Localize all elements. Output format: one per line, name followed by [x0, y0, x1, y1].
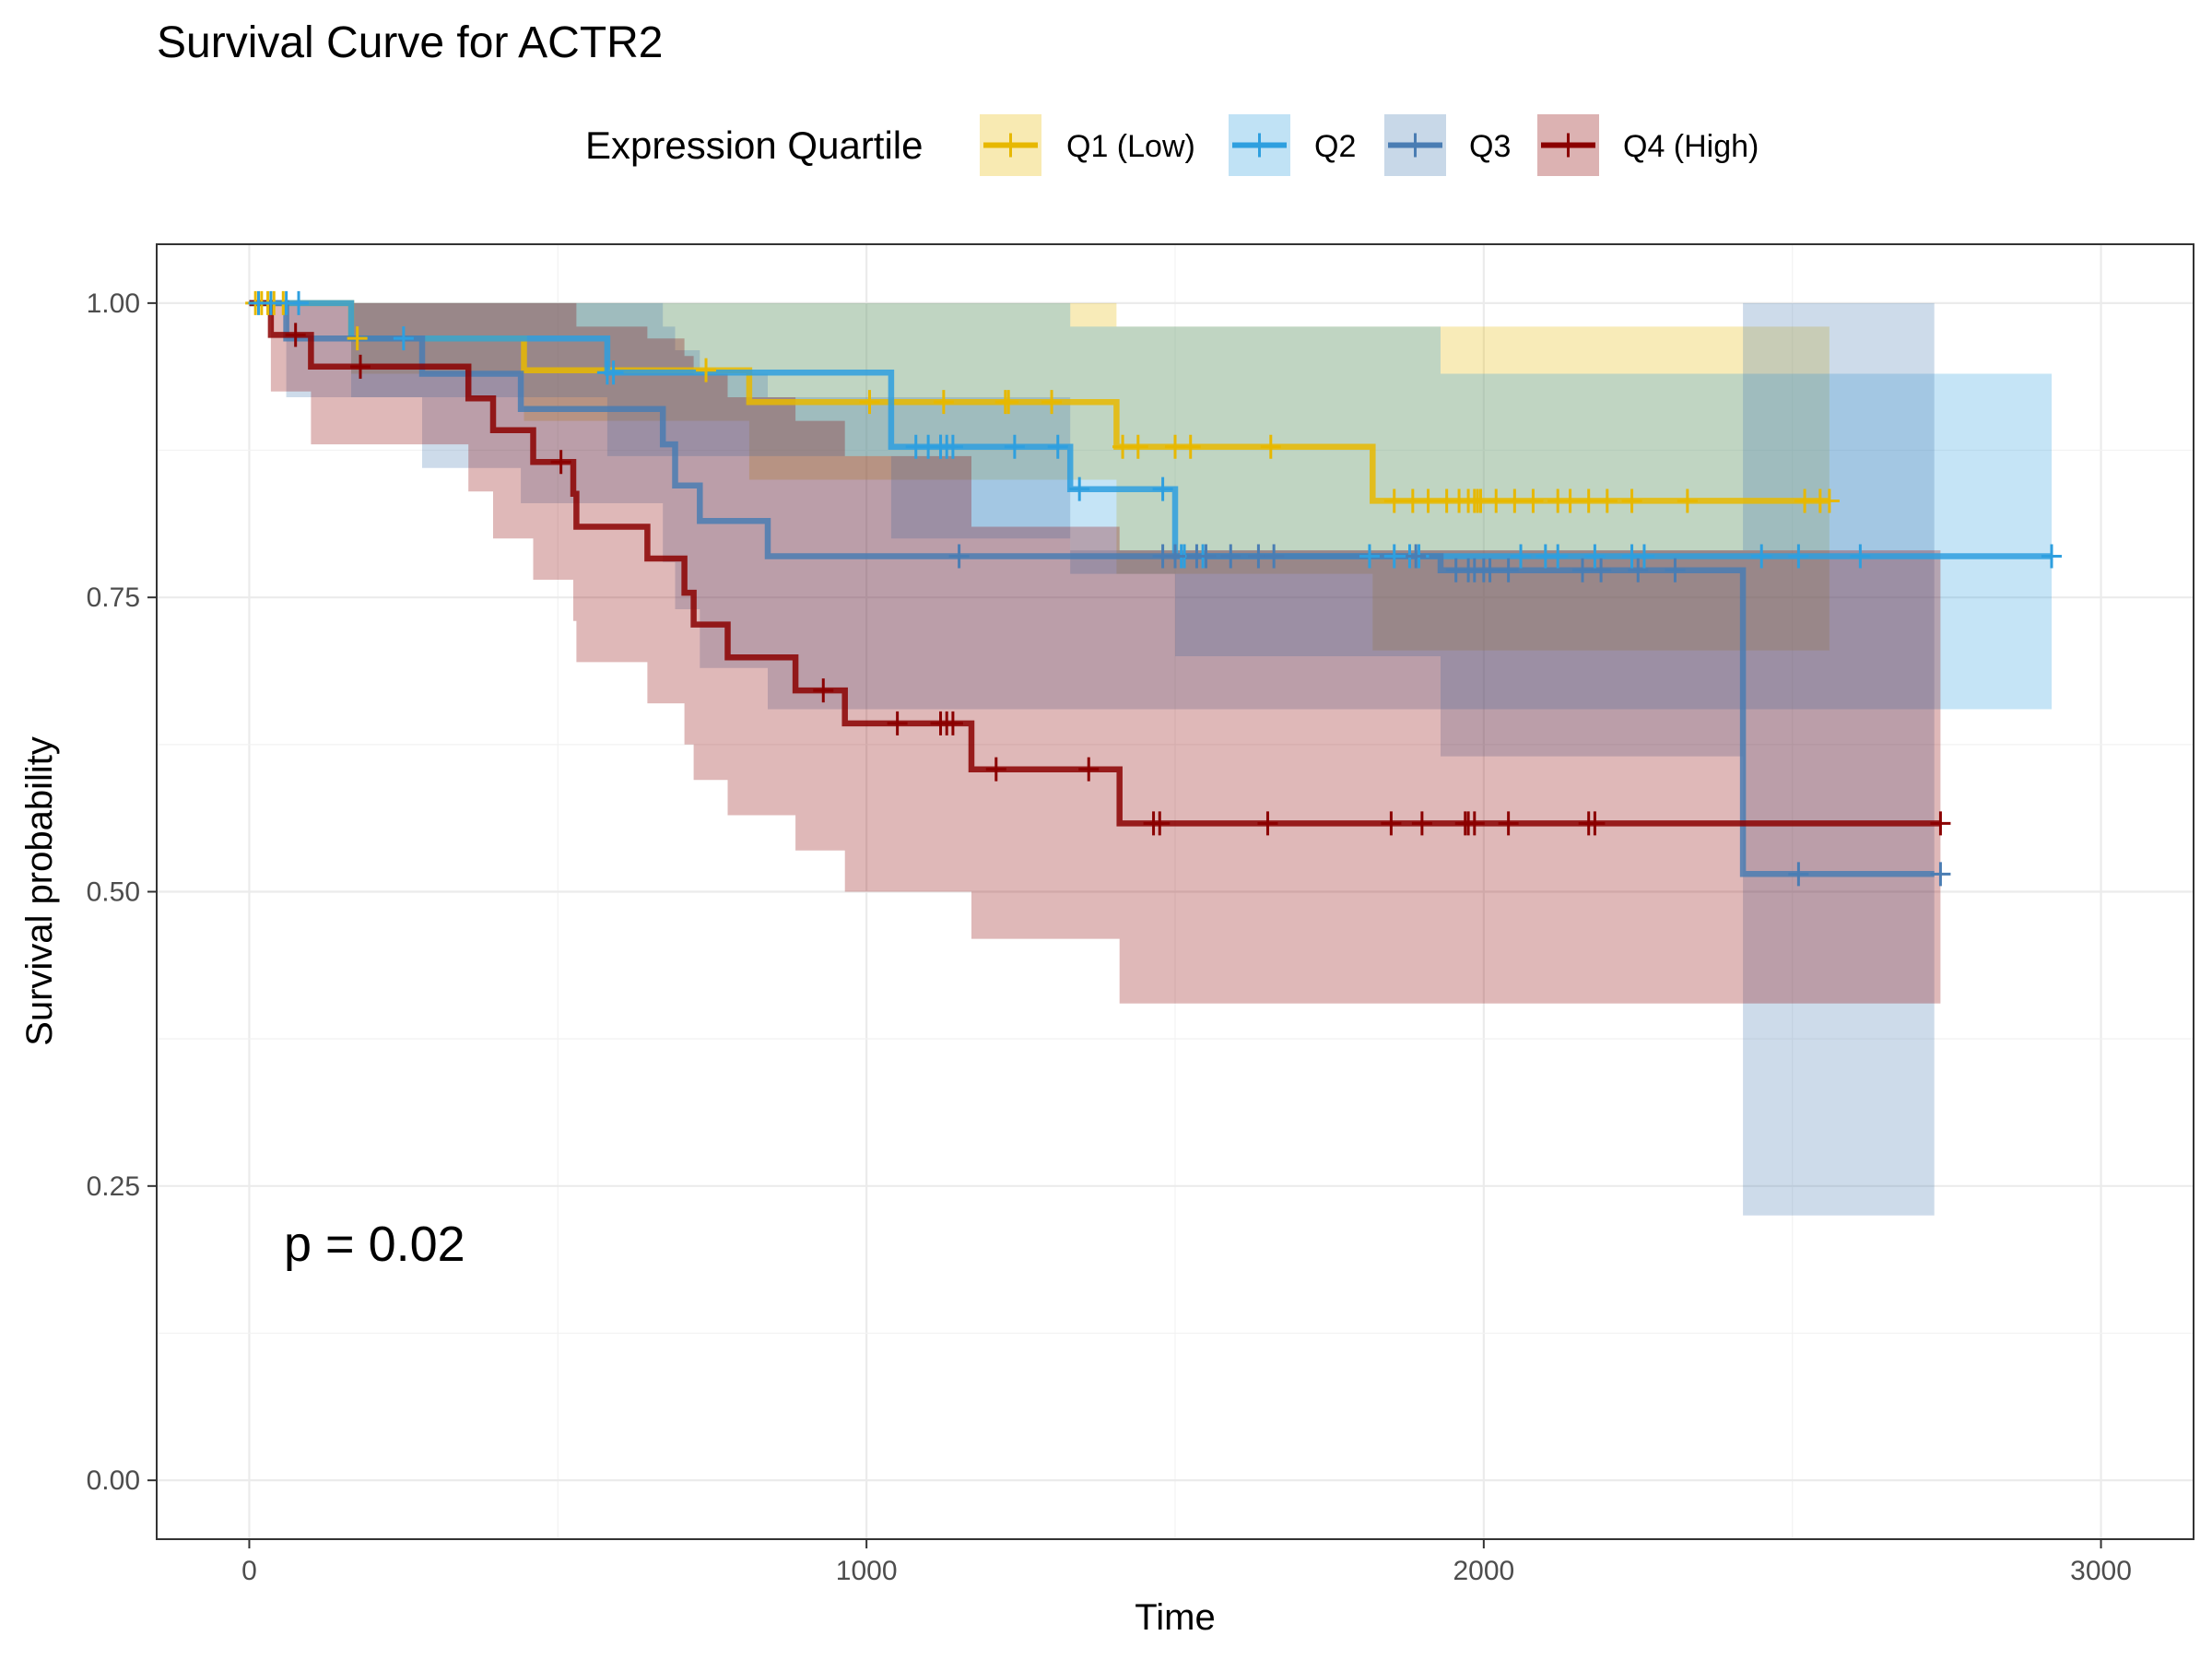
censor-mark-q2 [1359, 544, 1380, 569]
censor-mark-q1-low [1523, 488, 1544, 513]
x-axis-title: Time [1135, 1597, 1215, 1638]
censor-mark-q2 [1047, 434, 1068, 459]
censor-mark-q2 [2041, 544, 2062, 569]
confidence-bands [249, 302, 2052, 1216]
p-value-annotation: p = 0.02 [284, 1217, 465, 1272]
censor-mark-q4-high [350, 354, 371, 379]
censor-mark-q2 [393, 326, 414, 351]
censor-mark-q3 [1195, 544, 1217, 569]
censor-mark-q2 [1004, 434, 1025, 459]
legend-label-q4-high: Q4 (High) [1623, 129, 1759, 164]
censor-mark-q2 [1511, 544, 1532, 569]
censor-mark-q1-low [1596, 488, 1618, 513]
censor-mark-q1-low [1818, 488, 1840, 513]
confidence-band-q1-low [249, 302, 1830, 651]
y-tick-label: 0.25 [87, 1171, 140, 1202]
y-tick-label: 0.50 [87, 877, 140, 908]
censor-mark-q1-low [998, 390, 1019, 415]
censor-mark-q3 [1665, 558, 1686, 582]
censor-mark-q1-low [1559, 488, 1581, 513]
axes: 0 1000 2000 3000 0.00 0.25 0.50 0.75 1.00 [87, 288, 2132, 1586]
censor-mark-q1-low [859, 390, 880, 415]
censor-mark-q2 [936, 434, 958, 459]
censor-mark-q4-high [887, 711, 908, 735]
censor-mark-q2 [603, 360, 624, 385]
censor-mark-q2 [1633, 544, 1654, 569]
censor-mark-q3 [1479, 558, 1500, 582]
y-tick-label: 0.75 [87, 582, 140, 613]
censor-mark-q4-high [1078, 757, 1100, 782]
censor-mark-q4-high [1149, 811, 1171, 836]
censor-mark-q1-low [1504, 488, 1525, 513]
censor-mark-q4-high [1498, 811, 1519, 836]
censor-mark-q4-high [813, 678, 834, 703]
x-tick-label: 2000 [1453, 1556, 1514, 1586]
x-tick-label: 1000 [836, 1556, 898, 1586]
censor-mark-q3 [948, 544, 970, 569]
legend-label-q2: Q2 [1314, 129, 1356, 164]
legend-label-q3: Q3 [1469, 129, 1511, 164]
censor-mark-q2 [1069, 477, 1090, 501]
censor-mark-q2 [1788, 544, 1809, 569]
censor-mark-q4-high [1584, 811, 1606, 836]
censor-mark-q3 [1406, 544, 1427, 569]
x-tick-label: 3000 [2070, 1556, 2132, 1586]
legend-label-q1-low: Q1 (Low) [1066, 129, 1195, 164]
censor-mark-q2 [1584, 544, 1606, 569]
censor-mark-q3 [1591, 558, 1612, 582]
censor-mark-q1-low [1578, 488, 1599, 513]
censor-mark-q2 [1547, 544, 1569, 569]
censor-mark-q4-high [1381, 811, 1402, 836]
grid [157, 244, 2194, 1539]
censor-mark-q4-high [1257, 811, 1278, 836]
censor-mark-q4-high [1930, 811, 1951, 836]
censor-mark-q1-low [1041, 390, 1063, 415]
censor-mark-q3 [1572, 558, 1593, 582]
censor-mark-q4-high [1411, 811, 1432, 836]
survival-curve-q4-high [249, 300, 1941, 827]
censor-mark-q1-low [1677, 488, 1698, 513]
x-tick-label: 0 [241, 1556, 257, 1586]
censor-mark-q1-low [1383, 488, 1405, 513]
censor-mark-q4-high [550, 450, 571, 475]
confidence-band-q3 [249, 302, 1935, 1216]
legend: Expression Quartile Q1 (Low) Q2 Q3 Q4 (High… [585, 114, 1759, 176]
censor-mark-q3 [1628, 558, 1649, 582]
chart-title: Survival Curve for ACTR2 [157, 18, 664, 67]
legend-title: Expression Quartile [585, 124, 924, 167]
censor-mark-q1-low [1127, 434, 1148, 459]
censor-mark-q1-low [696, 358, 717, 382]
y-axis-title: Survival probability [19, 736, 60, 1046]
censor-mark-q3 [1220, 544, 1241, 569]
y-tick-label: 1.00 [87, 288, 140, 319]
censor-mark-q2 [1152, 477, 1173, 501]
censor-mark-q3 [1498, 558, 1519, 582]
censor-mark-q4-high [985, 757, 1006, 782]
y-tick-label: 0.00 [87, 1465, 140, 1496]
censor-mark-q1-low [1260, 434, 1281, 459]
censor-mark-q4-high [285, 323, 306, 347]
confidence-band-q4-high [249, 302, 1941, 1004]
censor-mark-q3 [1788, 862, 1809, 887]
censor-mark-q4-high [942, 711, 963, 735]
censor-mark-q1-low [1621, 488, 1642, 513]
censor-mark-q2 [288, 290, 310, 315]
censor-mark-q1-low [933, 390, 954, 415]
censor-mark-q3 [1165, 544, 1185, 569]
censor-mark-q1-low [347, 326, 368, 351]
censor-mark-q2 [1751, 544, 1772, 569]
censor-mark-q4-high [1464, 811, 1485, 836]
censor-mark-q1-low [1180, 434, 1201, 459]
censor-mark-q2 [1850, 544, 1871, 569]
censor-mark-q3 [1264, 544, 1285, 569]
censor-mark-q1-low [1418, 488, 1439, 513]
censor-marks [245, 290, 2062, 887]
survival-curve-q3 [249, 300, 1935, 877]
confidence-band-q2 [249, 302, 2052, 710]
censor-mark-q1-low [1486, 488, 1507, 513]
censor-mark-q3 [1930, 862, 1951, 887]
